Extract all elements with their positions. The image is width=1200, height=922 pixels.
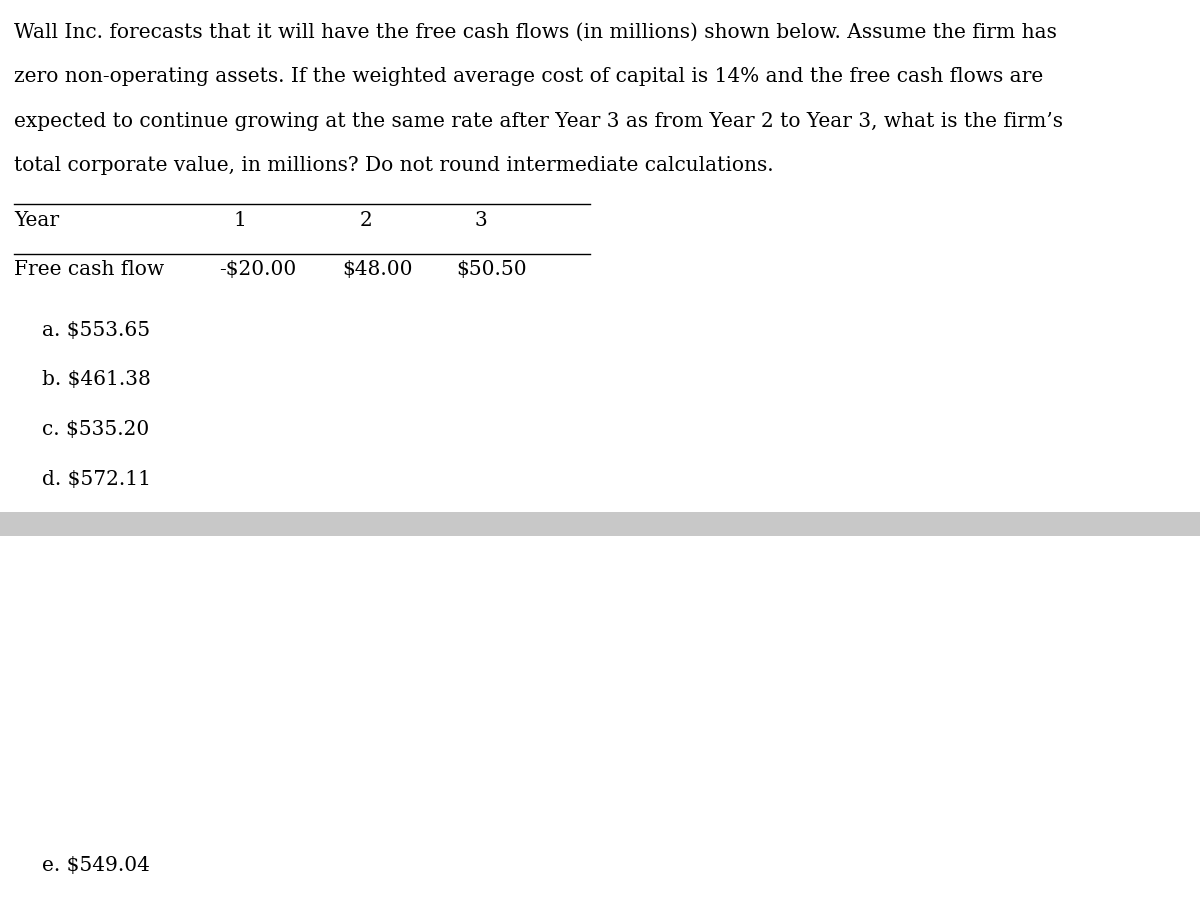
Text: $50.50: $50.50 [456,260,527,279]
Text: a. $553.65: a. $553.65 [42,321,150,340]
Text: 3: 3 [474,211,487,230]
Text: Wall Inc. forecasts that it will have the free cash flows (in millions) shown be: Wall Inc. forecasts that it will have th… [14,23,1057,42]
Text: c. $535.20: c. $535.20 [42,420,149,439]
Text: $48.00: $48.00 [342,260,413,279]
Text: zero non-operating assets. If the weighted average cost of capital is 14% and th: zero non-operating assets. If the weight… [14,67,1044,87]
Bar [0,512,1200,536]
Text: -$20.00: -$20.00 [220,260,296,279]
Text: 1: 1 [234,211,247,230]
Text: Free cash flow: Free cash flow [14,260,164,279]
Text: b. $461.38: b. $461.38 [42,371,151,389]
Text: expected to continue growing at the same rate after Year 3 as from Year 2 to Yea: expected to continue growing at the same… [14,112,1063,131]
Text: d. $572.11: d. $572.11 [42,469,151,489]
Text: e. $549.04: e. $549.04 [42,856,150,875]
Text: 2: 2 [360,211,373,230]
Text: Year: Year [14,211,60,230]
Text: total corporate value, in millions? Do not round intermediate calculations.: total corporate value, in millions? Do n… [14,156,774,175]
